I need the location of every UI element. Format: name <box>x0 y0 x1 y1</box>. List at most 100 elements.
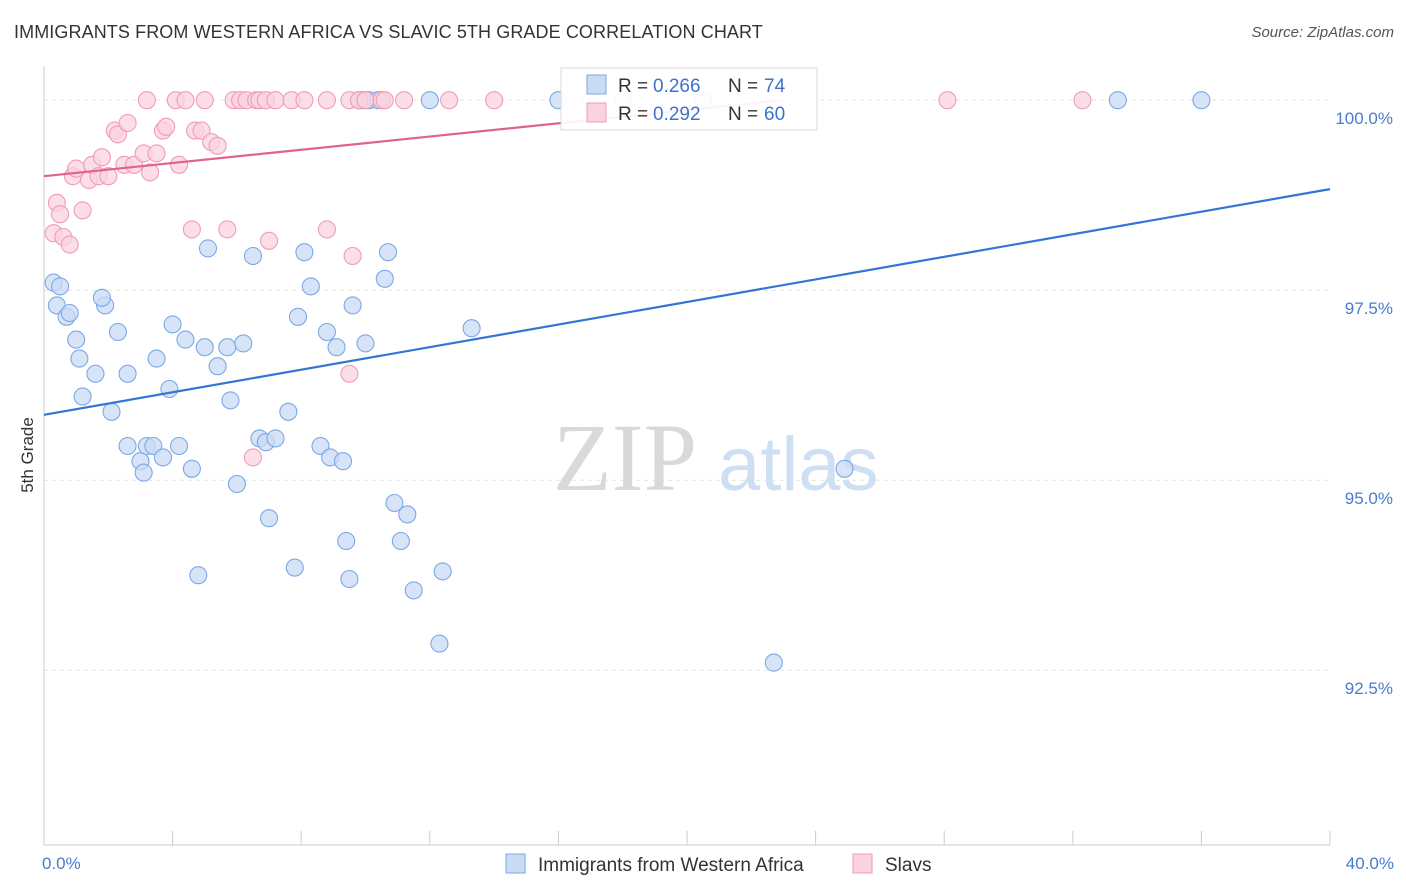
data-point <box>337 531 356 551</box>
data-point <box>73 387 92 406</box>
y-tick-label: 100.0% <box>1335 109 1393 128</box>
data-point <box>141 163 160 182</box>
data-point <box>60 235 79 254</box>
data-point <box>340 569 359 589</box>
data-point <box>195 91 214 110</box>
legend-n-label: N = <box>728 104 758 125</box>
data-point <box>340 364 359 383</box>
legend-r-label: R = <box>618 76 648 97</box>
legend-series-name: Immigrants from Western Africa <box>538 855 804 876</box>
legend-r-value: 0.266 <box>653 76 701 97</box>
data-point <box>169 155 189 174</box>
data-point <box>395 91 414 110</box>
trend-line-western-africa <box>43 188 1331 416</box>
data-point <box>176 91 195 110</box>
data-point <box>86 364 105 383</box>
stats-legend: R = 0.266 N = 74 R = 0.292 N = 60 <box>560 67 818 131</box>
data-point <box>182 220 201 239</box>
data-point <box>295 91 314 110</box>
data-point <box>92 288 111 307</box>
gridlines: 100.0% 97.5% 95.0% 92.5% <box>44 99 1393 698</box>
data-point <box>218 220 237 239</box>
data-point <box>73 201 92 220</box>
data-point <box>102 402 121 421</box>
legend-swatch <box>586 74 607 95</box>
data-point <box>243 246 263 266</box>
data-point <box>317 220 336 239</box>
data-point <box>67 330 86 349</box>
y-tick-label: 92.5% <box>1345 679 1393 698</box>
legend-r-label: R = <box>618 104 648 125</box>
data-point <box>485 91 504 110</box>
data-point <box>221 391 240 410</box>
data-point <box>440 91 459 110</box>
data-point <box>118 113 137 133</box>
data-point <box>375 91 394 110</box>
data-point <box>317 91 336 110</box>
data-point <box>118 364 137 383</box>
data-point <box>70 349 89 368</box>
data-point <box>51 277 70 296</box>
data-point <box>356 334 375 353</box>
legend-n-value: 74 <box>764 76 786 97</box>
legend-r-value: 0.292 <box>653 104 701 125</box>
data-point <box>163 315 182 334</box>
data-point <box>378 243 398 262</box>
data-point <box>1108 91 1127 110</box>
data-point <box>385 493 404 513</box>
data-point <box>227 474 246 494</box>
data-point <box>317 322 336 342</box>
data-point <box>134 463 153 482</box>
data-point <box>153 448 173 467</box>
watermark-atlas: atlas <box>718 422 879 507</box>
data-point <box>279 402 298 421</box>
data-point <box>169 436 189 456</box>
data-points <box>44 91 1211 672</box>
watermark: ZIP atlas <box>553 404 879 511</box>
trend-lines <box>43 99 1331 416</box>
data-point <box>137 91 156 110</box>
data-point <box>147 144 166 163</box>
data-point <box>92 148 111 167</box>
data-point <box>404 581 423 600</box>
data-point <box>433 562 452 581</box>
legend-swatch <box>586 102 607 123</box>
data-point <box>285 558 304 577</box>
data-point <box>60 303 79 323</box>
data-point <box>1192 91 1211 110</box>
data-point <box>764 653 783 672</box>
legend-n-value: 60 <box>764 104 785 125</box>
data-point <box>208 357 227 376</box>
data-point <box>835 459 854 478</box>
chart-title: IMMIGRANTS FROM WESTERN AFRICA VS SLAVIC… <box>14 22 763 42</box>
source-credit: Source: ZipAtlas.com <box>1251 24 1394 41</box>
data-point <box>108 322 127 342</box>
legend-swatch <box>852 853 873 874</box>
series-western-africa-points <box>44 91 1211 672</box>
data-point <box>234 334 253 353</box>
y-tick-label: 97.5% <box>1345 299 1393 318</box>
data-point <box>195 338 214 357</box>
data-point <box>182 459 201 478</box>
data-point <box>343 246 362 266</box>
data-point <box>938 91 957 110</box>
data-point <box>157 117 176 136</box>
data-point <box>288 307 308 326</box>
data-point <box>462 319 481 338</box>
y-axis-label: 5th Grade <box>18 417 37 493</box>
data-point <box>189 566 208 585</box>
y-tick-label: 95.0% <box>1345 489 1393 508</box>
data-point <box>198 239 218 258</box>
data-point <box>259 509 279 528</box>
data-point <box>333 452 353 471</box>
data-point <box>218 338 237 357</box>
data-point <box>420 91 439 110</box>
data-point <box>208 136 227 155</box>
watermark-zip: ZIP <box>553 404 697 511</box>
axes: 0.0% 40.0% <box>42 66 1394 873</box>
legend-series-name: Slavs <box>885 855 931 876</box>
data-point <box>147 349 166 368</box>
data-point <box>327 338 346 357</box>
data-point <box>266 429 285 448</box>
